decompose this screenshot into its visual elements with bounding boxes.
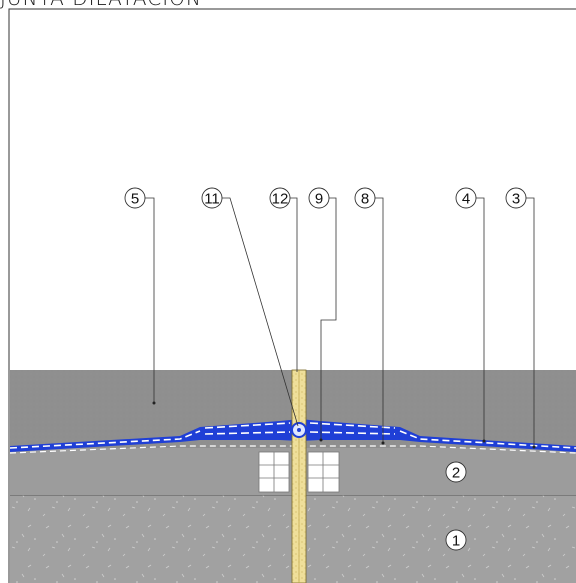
callout-4: 4 — [455, 187, 477, 209]
svg-text:2: 2 — [452, 465, 460, 482]
callout-1: 1 — [445, 529, 467, 551]
svg-text:3: 3 — [512, 191, 520, 208]
svg-text:5: 5 — [131, 191, 139, 208]
callout-11: 11 — [201, 187, 223, 209]
leader-4 — [476, 197, 485, 441]
support-block-right — [307, 451, 340, 493]
support-block-left — [258, 451, 290, 493]
leader-3 — [526, 197, 535, 447]
drawing-title: JUNTA DILATACIÓN — [0, 0, 202, 10]
svg-text:4: 4 — [462, 191, 470, 208]
callout-2: 2 — [445, 461, 467, 483]
leader-11 — [222, 197, 299, 427]
svg-text:8: 8 — [361, 191, 369, 208]
svg-text:11: 11 — [204, 191, 220, 208]
callout-3: 3 — [505, 187, 527, 209]
svg-text:9: 9 — [315, 191, 323, 208]
svg-text:1: 1 — [452, 533, 460, 550]
leader-8 — [375, 197, 384, 443]
callout-8: 8 — [354, 187, 376, 209]
svg-text:12: 12 — [272, 191, 289, 208]
leader-12 — [290, 197, 298, 372]
callout-5: 5 — [124, 187, 146, 209]
leader-5 — [145, 197, 155, 403]
leader-9 — [320, 197, 337, 440]
callout-9: 9 — [308, 187, 330, 209]
callout-12: 12 — [269, 187, 291, 209]
